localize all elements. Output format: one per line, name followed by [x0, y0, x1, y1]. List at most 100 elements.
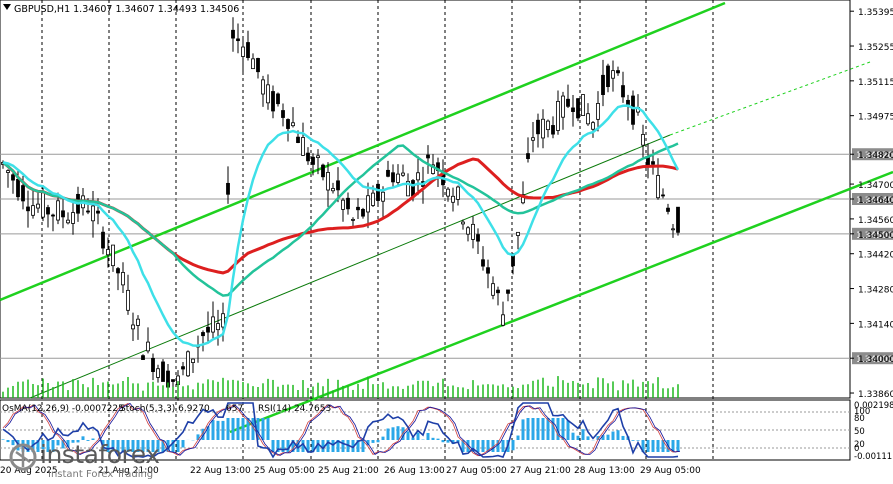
candle-body [377, 184, 380, 200]
candle-body [597, 103, 600, 119]
candle-body [242, 47, 245, 56]
candle-body [162, 362, 165, 382]
candle-body [287, 119, 290, 128]
osma-bar [567, 420, 570, 440]
osma-bar [617, 430, 620, 440]
osma-bar [477, 440, 480, 452]
candle-body [152, 358, 155, 371]
price-tick-label: 1.35395 [858, 8, 893, 18]
candle-body [292, 123, 295, 126]
candle-body [547, 121, 550, 130]
candle-body [272, 92, 275, 111]
channel-lower-line [230, 172, 893, 432]
candle-body [652, 162, 655, 165]
candle-body [387, 170, 390, 176]
candle-body [392, 173, 395, 182]
osma-bar [577, 436, 580, 440]
indicator-scale-label: 50 [854, 427, 865, 437]
candle-body [447, 189, 450, 196]
candle-body [212, 317, 215, 332]
stoch-label: Stoch(5,3,3) 6.9270 [120, 404, 210, 414]
candle-body [532, 138, 535, 141]
candle-body [72, 213, 75, 224]
osma-bar [397, 426, 400, 440]
time-tick-label: 27 Aug 05:00 [446, 466, 507, 476]
candle-body [557, 101, 560, 130]
candle-body [647, 157, 650, 165]
price-tick-label: 1.34140 [858, 320, 893, 330]
candle-body [627, 100, 630, 104]
price-tick-label: 1.35255 [858, 43, 893, 53]
price-tick-label: 1.34420 [858, 251, 893, 261]
osma-bar [587, 436, 590, 440]
candle-body [657, 175, 660, 197]
candle-body [172, 380, 175, 382]
watermark-brand: instaforex [40, 440, 160, 469]
time-tick-label: 29 Aug 05:00 [640, 466, 701, 476]
candle-body [452, 196, 455, 202]
candle-body [572, 108, 575, 112]
candle-body [552, 125, 555, 134]
candle-body [472, 224, 475, 239]
candle-body [352, 219, 355, 220]
candle-body [237, 39, 240, 41]
osma-bar [652, 440, 655, 452]
candle-body [677, 207, 680, 232]
candle-body [62, 211, 65, 217]
candle-body [372, 193, 375, 205]
stoch-tail-label: 657 [226, 404, 243, 414]
candle-body [117, 269, 120, 273]
candle-body [632, 96, 635, 124]
candle-body [482, 260, 485, 266]
candle-body [332, 188, 335, 190]
candle-body [182, 367, 185, 369]
candle-body [312, 157, 315, 164]
candle-body [112, 245, 115, 266]
price-tick-label: 1.34560 [858, 216, 893, 226]
price-tick-label: 1.34280 [858, 286, 893, 296]
ma-200-line [3, 159, 678, 273]
channel-mid-extension [670, 62, 870, 135]
candle-body [347, 198, 350, 209]
osma-bar [217, 421, 220, 440]
osma-bar [637, 440, 640, 441]
candle-body [202, 332, 205, 335]
candle-body [227, 183, 230, 194]
candle-body [32, 206, 35, 216]
candle-body [367, 196, 370, 212]
rsi-label: RSI(14) 24.7653 [258, 404, 331, 414]
price-tick-label: 1.34700 [858, 181, 893, 191]
candle-body [382, 192, 385, 201]
osma-bar [677, 440, 680, 452]
candle-body [417, 173, 420, 180]
candle-body [147, 342, 150, 351]
candle-body [137, 319, 140, 325]
candle-body [302, 137, 305, 155]
candle-body [57, 201, 60, 220]
osma-bar [497, 440, 500, 452]
osma-bar [427, 433, 430, 440]
candle-body [362, 209, 365, 216]
time-tick-label: 26 Aug 13:00 [384, 466, 445, 476]
candle-body [642, 134, 645, 145]
candle-body [487, 268, 490, 273]
candle-body [102, 232, 105, 248]
candle-body [497, 290, 500, 293]
candle-body [502, 315, 505, 325]
osma-bar [447, 440, 450, 443]
osma-bar [607, 435, 610, 440]
candle-body [257, 58, 260, 71]
osma-bar [377, 440, 380, 442]
osma-bar [222, 421, 225, 440]
price-tick-label: 1.34820 [858, 151, 893, 161]
candle-body [247, 43, 250, 58]
watermark: instaforex Instant Forex Trading [8, 440, 208, 480]
candle-body [27, 207, 30, 211]
osma-bar [442, 440, 445, 442]
candle-body [467, 228, 470, 234]
candle-body [217, 324, 220, 330]
osma-bar [542, 418, 545, 440]
chart-title: GBPUSD,H1 1.34607 1.34607 1.34493 1.3450… [14, 4, 239, 15]
